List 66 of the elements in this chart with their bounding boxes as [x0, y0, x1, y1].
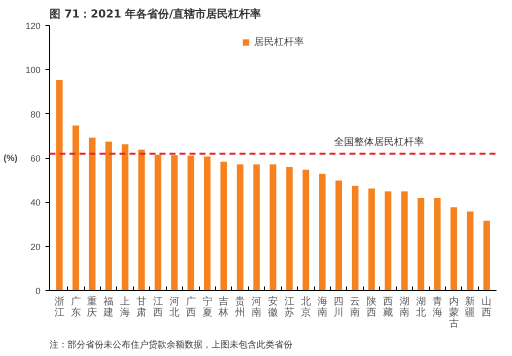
x-tick-label: 安徽 — [268, 296, 278, 318]
bar — [335, 180, 342, 290]
bar — [138, 150, 145, 290]
x-tick-label: 贵州 — [235, 296, 246, 318]
bar — [319, 174, 326, 290]
bar — [88, 138, 96, 290]
x-tick-label: 甘肃 — [136, 296, 147, 318]
legend-label: 居民杠杆率 — [254, 36, 304, 49]
bar — [56, 80, 63, 290]
y-tick-label: 100 — [25, 65, 41, 76]
x-tick-label: 山西 — [482, 296, 492, 318]
bar — [434, 198, 441, 290]
y-tick-label: 120 — [25, 21, 41, 31]
x-tick-label: 陕西 — [366, 296, 377, 318]
x-tick-label: 河北 — [169, 296, 180, 318]
bar — [236, 164, 244, 290]
x-tick-label: 吉林 — [218, 296, 229, 318]
bar — [286, 167, 293, 290]
bar — [122, 144, 128, 290]
x-tick-label: 云南 — [350, 296, 360, 318]
bar — [401, 191, 408, 290]
x-tick-label: 湖南 — [399, 296, 410, 318]
bar — [466, 211, 474, 290]
bar — [450, 207, 458, 290]
x-tick-label: 海南 — [317, 296, 328, 318]
x-tick-label: 重庆 — [87, 296, 98, 318]
x-tick-label: 江苏 — [284, 296, 294, 318]
x-tick-label: 新疆 — [465, 296, 476, 318]
bar — [302, 170, 310, 290]
y-tick-label: 20 — [30, 242, 41, 252]
bar — [270, 164, 276, 290]
y-tick-label: 80 — [30, 109, 41, 120]
x-tick-label: 青海 — [432, 296, 442, 318]
x-tick-label: 西藏 — [383, 296, 394, 318]
bar — [204, 156, 211, 290]
text: 注：部分省份未公布住户贷款余额数据，上图未包含此类省份 — [50, 340, 292, 350]
y-tick-label: 40 — [30, 198, 41, 208]
x-tick-label: 上海 — [120, 296, 130, 318]
y-tick-label: 60 — [30, 154, 41, 164]
x-tick-label: 浙江 — [54, 296, 64, 318]
bar — [352, 186, 358, 290]
x-tick-label: 北京 — [300, 296, 311, 318]
bar — [171, 155, 178, 290]
bar — [384, 191, 392, 290]
x-tick-label: 宁夏 — [202, 296, 212, 318]
x-tick-label: 河南 — [252, 296, 262, 318]
ref-line-label: 全国整体居民杠杆率 — [334, 136, 424, 148]
x-tick-label: 江西 — [152, 296, 163, 318]
bar — [418, 198, 424, 290]
bar — [253, 164, 260, 290]
bar — [188, 156, 194, 290]
bar — [220, 162, 227, 290]
bar — [72, 126, 80, 290]
x-tick-label: 广西 — [186, 296, 196, 318]
x-tick-label: 福建 — [102, 296, 114, 318]
x-tick-label: 广东 — [70, 296, 81, 318]
x-tick-label: 内蒙古 — [448, 296, 459, 330]
x-tick-label: 湖北 — [416, 296, 426, 318]
chart-title: 图 71：2021 年各省份/直辖市居民杠杆率 — [50, 8, 262, 20]
x-tick-label: 四川 — [334, 296, 344, 318]
bar — [154, 154, 162, 290]
y-tick-label: 0 — [35, 286, 41, 296]
y-axis-title: (%) — [3, 153, 18, 163]
bar — [368, 188, 375, 290]
bar — [483, 220, 490, 290]
bar — [105, 142, 112, 290]
